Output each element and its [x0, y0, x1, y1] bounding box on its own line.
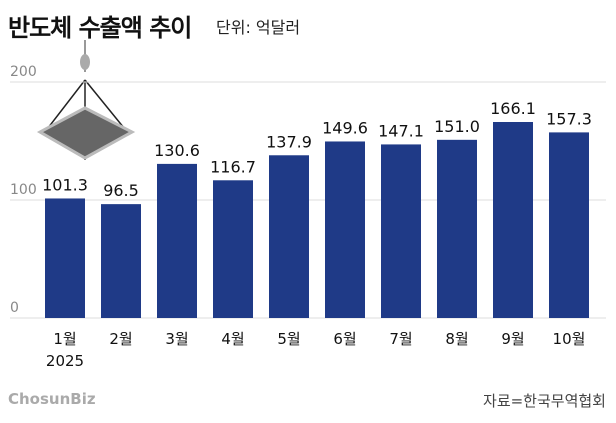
y-tick-label: 0 [10, 300, 19, 316]
x-tick-label: 1월 [53, 330, 76, 348]
x-tick-label: 4월 [221, 330, 244, 348]
x-tick-label: 10월 [553, 330, 586, 348]
bar [325, 141, 365, 318]
source-note: 자료=한국무역협회 [483, 392, 606, 410]
year-label: 2025 [46, 352, 84, 370]
bar [45, 198, 85, 318]
unit-label: 단위: 억달러 [216, 18, 301, 37]
x-tick-label: 9월 [501, 330, 524, 348]
x-tick-label: 2월 [109, 330, 132, 348]
bar [269, 155, 309, 318]
y-tick-label: 100 [10, 182, 37, 198]
x-tick-label: 6월 [333, 330, 356, 348]
bar [549, 132, 589, 318]
bar [437, 139, 477, 318]
data-label: 166.1 [490, 99, 536, 118]
chosunbiz-logo: ChosunBiz [8, 390, 96, 408]
bar [381, 144, 421, 318]
x-tick-label: 7월 [389, 330, 412, 348]
bar [493, 122, 533, 318]
data-label: 101.3 [42, 175, 88, 194]
bar [157, 163, 197, 318]
y-tick-label: 200 [10, 64, 37, 80]
data-label: 130.6 [154, 141, 200, 160]
x-tick-label: 5월 [277, 330, 300, 348]
x-tick-label: 8월 [445, 330, 468, 348]
data-label: 116.7 [210, 157, 256, 176]
bar [213, 180, 253, 318]
data-label: 96.5 [103, 181, 139, 200]
data-label: 147.1 [378, 121, 424, 140]
chart-title: 반도체 수출액 추이 [8, 14, 192, 42]
data-label: 157.3 [546, 109, 592, 128]
bar [101, 204, 141, 318]
x-tick-label: 3월 [165, 330, 188, 348]
data-label: 151.0 [434, 117, 480, 136]
data-label: 137.9 [266, 132, 312, 151]
data-label: 149.6 [322, 118, 368, 137]
chip-illustration [36, 40, 136, 160]
